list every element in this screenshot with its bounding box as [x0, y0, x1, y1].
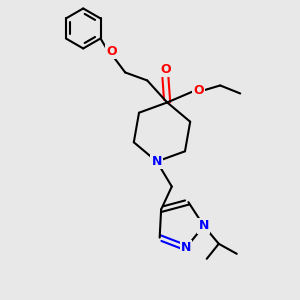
Text: N: N	[152, 155, 162, 168]
Text: N: N	[199, 219, 209, 232]
Text: N: N	[181, 241, 191, 254]
Text: O: O	[193, 84, 203, 97]
Text: O: O	[106, 45, 116, 58]
Text: O: O	[160, 63, 170, 76]
